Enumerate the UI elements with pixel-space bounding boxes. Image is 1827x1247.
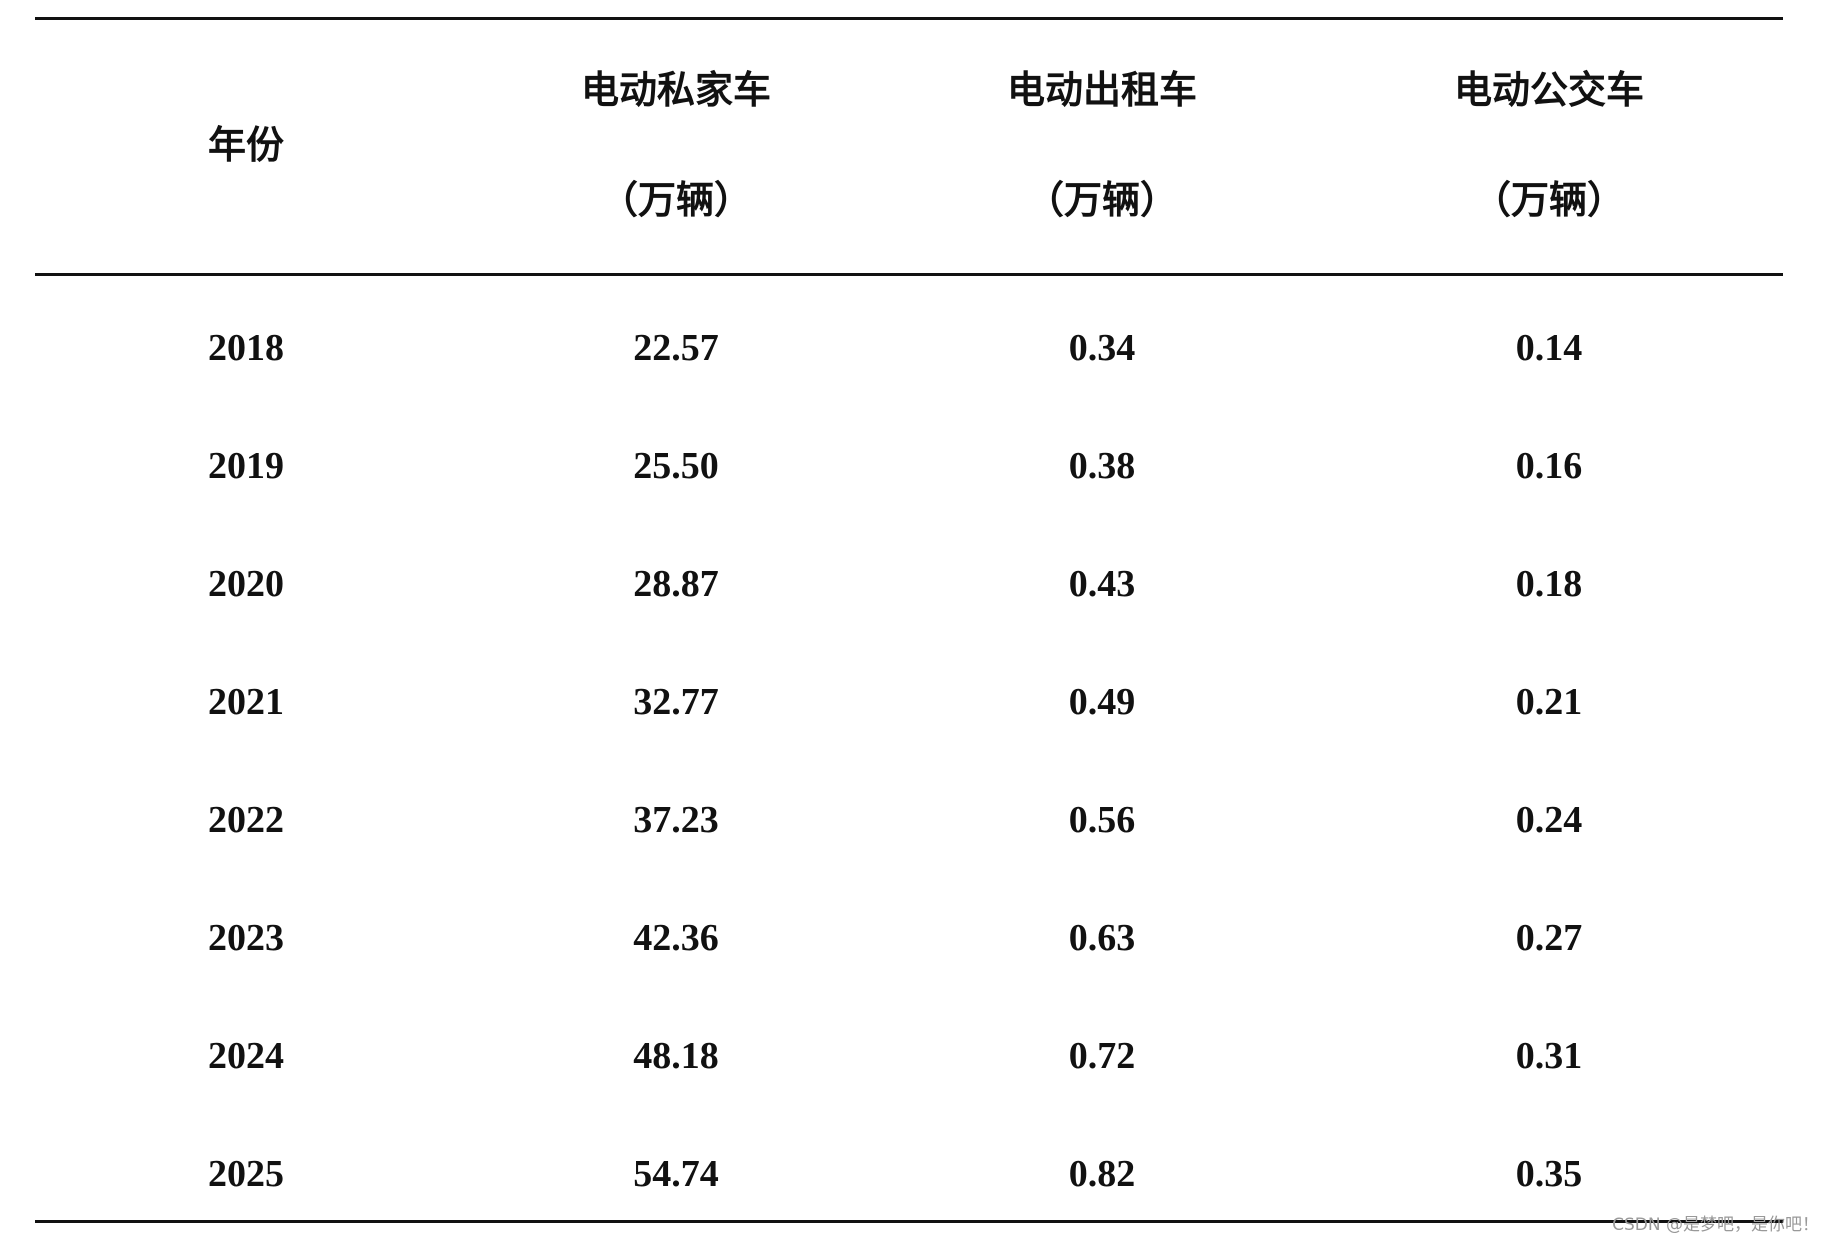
year-cell: 2025 (208, 1153, 284, 1195)
header-unit: （万辆） (1025, 180, 1179, 222)
year-cell: 2018 (208, 327, 284, 369)
top-rule (35, 17, 1783, 20)
year-cell: 2022 (208, 799, 284, 841)
value-cell: 0.35 (1515, 1153, 1583, 1195)
value-cell: 0.34 (1068, 327, 1136, 369)
value-cell: 0.63 (1068, 917, 1136, 959)
value-cell: 37.23 (633, 799, 719, 841)
header-cell: 电动私家车 (580, 70, 772, 112)
header-cell: 电动出租车 (1006, 70, 1198, 112)
header-unit: （万辆） (599, 180, 753, 222)
value-cell: 0.14 (1515, 327, 1583, 369)
year-cell: 2021 (208, 681, 284, 723)
header-unit: （万辆） (1472, 180, 1626, 222)
value-cell: 48.18 (633, 1035, 719, 1077)
value-cell: 42.36 (633, 917, 719, 959)
value-cell: 0.56 (1068, 799, 1136, 841)
header-rule (35, 273, 1783, 276)
watermark: CSDN @是梦吧，是你吧！ (1612, 1215, 1819, 1235)
value-cell: 0.72 (1068, 1035, 1136, 1077)
value-cell: 28.87 (633, 563, 719, 605)
value-cell: 0.21 (1515, 681, 1583, 723)
value-cell: 25.50 (633, 445, 719, 487)
value-cell: 0.82 (1068, 1153, 1136, 1195)
value-cell: 54.74 (633, 1153, 719, 1195)
value-cell: 0.31 (1515, 1035, 1583, 1077)
value-cell: 0.27 (1515, 917, 1583, 959)
value-cell: 0.38 (1068, 445, 1136, 487)
value-cell: 0.43 (1068, 563, 1136, 605)
value-cell: 32.77 (633, 681, 719, 723)
header-cell: 电动公交车 (1453, 70, 1645, 112)
year-cell: 2024 (208, 1035, 284, 1077)
value-cell: 0.18 (1515, 563, 1583, 605)
year-cell: 2019 (208, 445, 284, 487)
bottom-rule (35, 1220, 1783, 1223)
header-cell: 年份 (208, 125, 285, 167)
value-cell: 0.49 (1068, 681, 1136, 723)
year-cell: 2023 (208, 917, 284, 959)
value-cell: 22.57 (633, 327, 719, 369)
value-cell: 0.16 (1515, 445, 1583, 487)
year-cell: 2020 (208, 563, 284, 605)
value-cell: 0.24 (1515, 799, 1583, 841)
